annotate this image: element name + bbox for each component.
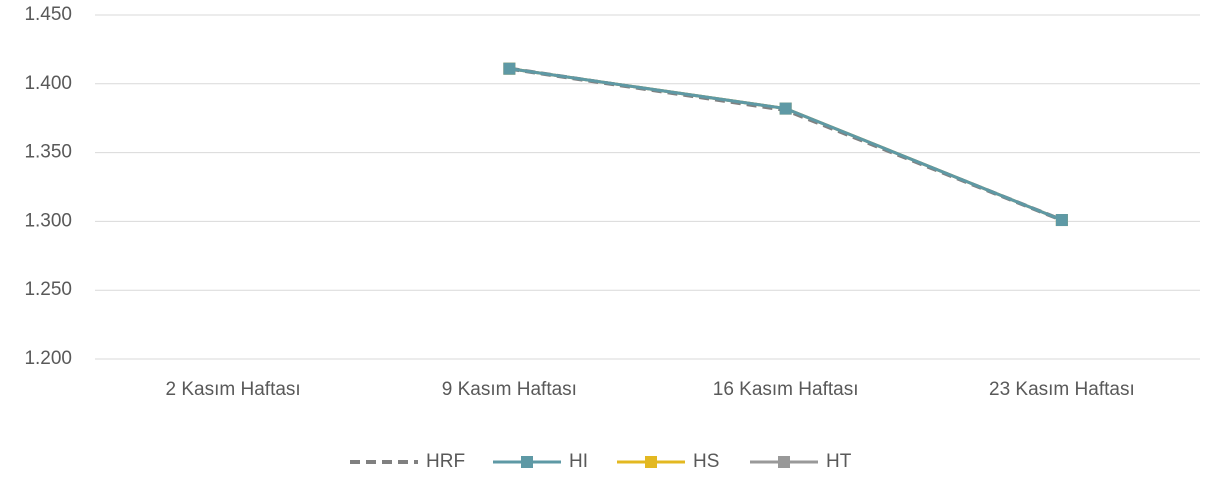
y-tick-label: 1.250 bbox=[24, 279, 72, 300]
y-tick-label: 1.300 bbox=[24, 210, 72, 231]
legend-label: HS bbox=[693, 451, 719, 472]
marker bbox=[521, 456, 533, 468]
series bbox=[503, 62, 1068, 227]
series bbox=[503, 62, 1068, 227]
marker bbox=[778, 456, 790, 468]
line bbox=[509, 67, 1063, 222]
line bbox=[509, 67, 1063, 222]
marker bbox=[645, 456, 657, 468]
x-tick-label: 16 Kasım Haftası bbox=[713, 379, 859, 400]
marker bbox=[779, 102, 792, 115]
x-tick-label: 23 Kasım Haftası bbox=[989, 379, 1135, 400]
legend-label: HI bbox=[569, 451, 588, 472]
y-tick-label: 1.350 bbox=[24, 142, 72, 163]
legend-item: HT bbox=[750, 451, 852, 472]
y-tick-label: 1.200 bbox=[24, 348, 72, 369]
marker bbox=[1055, 214, 1068, 227]
y-tick-label: 1.450 bbox=[24, 4, 72, 25]
legend-item: HI bbox=[493, 451, 588, 472]
x-tick-label: 9 Kasım Haftası bbox=[442, 379, 577, 400]
marker bbox=[503, 62, 516, 75]
legend-label: HT bbox=[826, 451, 852, 472]
line bbox=[509, 67, 1063, 222]
line bbox=[509, 66, 1063, 222]
series bbox=[509, 66, 1063, 222]
x-tick-label: 2 Kasım Haftası bbox=[166, 379, 301, 400]
legend-label: HRF bbox=[426, 451, 465, 472]
y-tick-label: 1.400 bbox=[24, 73, 72, 94]
legend-item: HS bbox=[617, 451, 719, 472]
series bbox=[503, 62, 1068, 227]
legend-item: HRF bbox=[350, 451, 465, 472]
